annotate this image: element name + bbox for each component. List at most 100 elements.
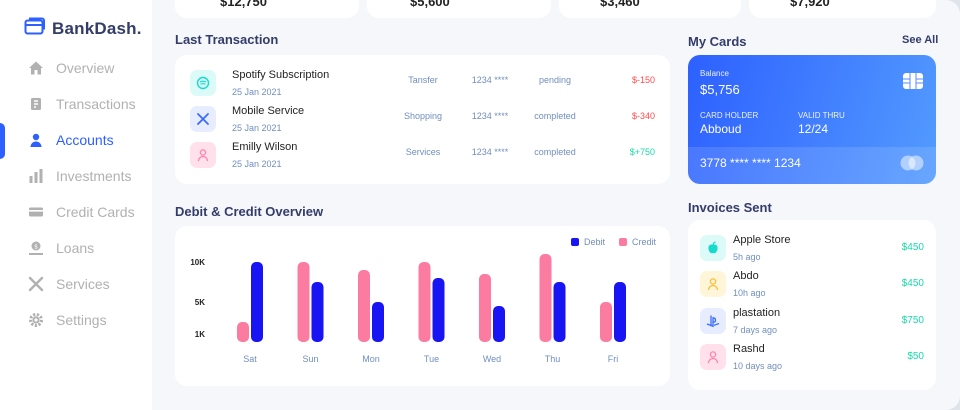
invoice-row[interactable]: Rashd 10 days ago $50 xyxy=(688,343,936,380)
sidebar-item-loans[interactable]: $ Loans xyxy=(0,231,152,265)
transaction-type: Shopping xyxy=(403,111,443,121)
sidebar-item-transactions[interactable]: Transactions xyxy=(0,87,152,121)
invoice-row[interactable]: plastation 7 days ago $750 xyxy=(688,307,936,344)
transaction-card: 1234 **** xyxy=(471,75,509,85)
summary-card[interactable] xyxy=(175,0,359,18)
logo-text: BankDash. xyxy=(52,18,142,38)
card-footer xyxy=(688,147,936,184)
legend-debit: Debit xyxy=(571,237,605,247)
bar-credit[interactable] xyxy=(297,262,310,342)
transaction-type: Tansfer xyxy=(408,75,438,85)
invoices-panel: Apple Store 5h ago $450 Abdo 10h ago $45… xyxy=(688,220,936,390)
spotify-icon xyxy=(190,70,216,96)
invoice-amount: $450 xyxy=(901,278,924,289)
transaction-row[interactable]: Emilly Wilson 25 Jan 2021 Services 1234 … xyxy=(175,141,670,178)
sidebar-item-settings[interactable]: Settings xyxy=(0,303,152,337)
card-holder-label: CARD HOLDER xyxy=(700,111,759,120)
bar-credit[interactable] xyxy=(237,322,249,342)
x-tick-label: Fri xyxy=(608,354,619,364)
credit-card[interactable]: Balance $5,756 CARD HOLDER Abboud VALID … xyxy=(688,55,936,184)
chip-icon xyxy=(902,72,924,95)
summary-card[interactable] xyxy=(749,0,936,18)
sidebar-item-credit-cards[interactable]: Credit Cards xyxy=(0,195,152,229)
transaction-amount: $-340 xyxy=(631,111,655,121)
apple-icon xyxy=(700,235,726,261)
invoice-time: 7 days ago xyxy=(733,325,778,335)
x-tick-label: Thu xyxy=(545,354,561,364)
bar-debit[interactable] xyxy=(251,262,263,342)
sidebar-item-services[interactable]: Services xyxy=(0,267,152,301)
x-tick-label: Sat xyxy=(243,354,257,364)
loan-icon: $ xyxy=(28,240,44,256)
sidebar-item-label: Overview xyxy=(56,60,115,76)
legend-label: Credit xyxy=(632,237,657,247)
summary-value: $5,600 xyxy=(410,0,450,9)
transaction-status: pending xyxy=(538,75,572,85)
transaction-amount: $+750 xyxy=(629,147,655,157)
bar-credit[interactable] xyxy=(539,254,552,342)
bar-debit[interactable] xyxy=(614,282,626,342)
bar-debit[interactable] xyxy=(311,282,324,342)
tools-icon xyxy=(190,106,216,132)
summary-value: $12,750 xyxy=(220,0,267,9)
sidebar-item-investments[interactable]: Investments xyxy=(0,159,152,193)
services-icon xyxy=(28,276,44,292)
summary-value: $3,460 xyxy=(600,0,640,9)
bar-debit[interactable] xyxy=(432,278,445,342)
transaction-row[interactable]: Mobile Service 25 Jan 2021 Shopping 1234… xyxy=(175,105,670,142)
legend-swatch xyxy=(619,238,627,246)
bar-debit[interactable] xyxy=(372,302,384,342)
user-icon xyxy=(700,344,726,370)
bar-credit[interactable] xyxy=(479,274,491,342)
transaction-status: completed xyxy=(534,111,576,121)
transaction-type: Services xyxy=(405,147,441,157)
see-all-link[interactable]: See All xyxy=(902,34,939,46)
transaction-name: Emilly Wilson xyxy=(232,141,298,153)
logo[interactable]: BankDash. xyxy=(24,16,142,41)
card-number: 3778 **** **** 1234 xyxy=(700,156,801,170)
transaction-date: 25 Jan 2021 xyxy=(232,123,282,133)
bar-debit[interactable] xyxy=(553,282,566,342)
summary-card[interactable] xyxy=(559,0,741,18)
sidebar-item-accounts[interactable]: Accounts xyxy=(0,123,152,159)
overview-title: Debit & Credit Overview xyxy=(175,204,324,219)
transaction-date: 25 Jan 2021 xyxy=(232,87,282,97)
sidebar-item-label: Investments xyxy=(56,168,132,184)
user-icon xyxy=(700,271,726,297)
legend-swatch xyxy=(571,238,579,246)
summary-value: $7,920 xyxy=(790,0,830,9)
transaction-name: Spotify Subscription xyxy=(232,69,330,81)
y-tick-label: 5K xyxy=(195,298,205,307)
user-icon xyxy=(190,142,216,168)
bank-card-icon xyxy=(24,16,46,41)
card-holder-value: Abboud xyxy=(700,122,742,136)
x-tick-label: Mon xyxy=(362,354,380,364)
invoice-time: 10h ago xyxy=(733,288,766,298)
bar-credit[interactable] xyxy=(418,262,431,342)
invoice-row[interactable]: Apple Store 5h ago $450 xyxy=(688,234,936,271)
sidebar-item-overview[interactable]: Overview xyxy=(0,51,152,85)
bar-debit[interactable] xyxy=(493,306,505,342)
transaction-name: Mobile Service xyxy=(232,105,305,117)
sidebar-item-label: Credit Cards xyxy=(56,204,135,220)
user-icon xyxy=(28,132,44,148)
invoices-title: Invoices Sent xyxy=(688,200,772,215)
investment-icon xyxy=(28,168,44,184)
y-tick-label: 10K xyxy=(190,258,205,267)
sidebar-item-label: Accounts xyxy=(56,132,114,148)
home-icon xyxy=(28,60,44,76)
valid-thru-value: 12/24 xyxy=(798,122,829,136)
balance-label: Balance xyxy=(700,69,729,78)
bar-credit[interactable] xyxy=(600,302,612,342)
sidebar-item-label: Services xyxy=(56,276,110,292)
my-cards-title: My Cards xyxy=(688,34,747,49)
invoice-name: plastation xyxy=(733,307,781,319)
last-transaction-title: Last Transaction xyxy=(175,32,279,47)
summary-card[interactable] xyxy=(367,0,551,18)
svg-text:$: $ xyxy=(34,244,38,251)
valid-thru-label: VALID THRU xyxy=(798,111,845,120)
bar-credit[interactable] xyxy=(358,270,370,342)
transaction-row[interactable]: Spotify Subscription 25 Jan 2021 Tansfer… xyxy=(175,69,670,106)
invoice-row[interactable]: Abdo 10h ago $450 xyxy=(688,270,936,307)
